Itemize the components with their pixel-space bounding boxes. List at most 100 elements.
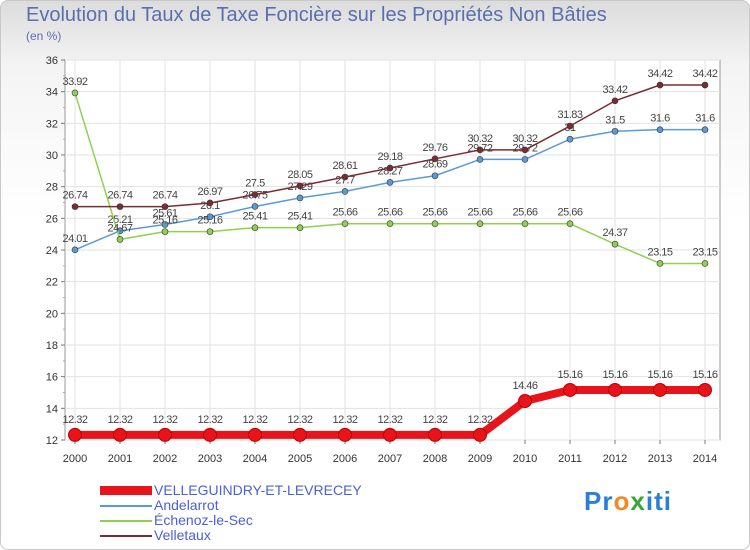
data-label: 34.42 [692,68,717,80]
data-label: 23.15 [647,246,672,258]
data-point [296,224,304,231]
chart-title: Evolution du Taux de Taxe Foncière sur l… [26,4,607,26]
data-label: 14.46 [512,380,537,392]
data-label: 29.76 [422,142,447,154]
y-tick-label: 36 [46,55,58,67]
data-point [251,224,259,231]
data-label: 25.66 [467,207,492,219]
logo-letter: o [613,486,631,516]
data-label: 31.5 [605,114,625,126]
data-point [248,427,262,442]
data-label: 12.32 [197,414,222,426]
y-tick-label: 14 [46,403,58,415]
data-point [431,220,439,228]
x-tick-label: 2005 [288,453,312,465]
x-tick-label: 2010 [513,453,537,465]
data-label: 15.16 [557,369,582,381]
x-tick-label: 2014 [693,453,717,465]
data-point [431,155,439,163]
data-point [71,246,79,254]
data-label: 25.66 [557,207,582,219]
logo-letter: i [663,486,672,516]
x-tick-label: 2002 [153,453,177,465]
data-label: 12.32 [62,414,87,426]
data-point [71,89,79,97]
data-point [518,394,532,409]
data-label: 12.32 [467,414,492,426]
y-tick-label: 30 [46,150,58,162]
data-point [161,228,169,235]
legend-swatch [100,520,152,522]
data-label: 12.32 [152,414,177,426]
data-point [611,127,619,135]
data-label: 25.66 [422,207,447,219]
y-tick-label: 16 [46,372,58,384]
y-tick-label: 20 [46,308,58,320]
data-label: 28.61 [332,160,357,172]
x-tick-label: 2001 [108,453,132,465]
y-tick-label: 24 [46,245,58,257]
x-tick-label: 2000 [63,453,87,465]
data-point [206,228,214,235]
logo-letter: t [654,486,664,516]
data-point [521,220,529,228]
data-point [113,427,127,442]
data-point [656,260,664,267]
logo-letter: x [630,486,646,516]
data-point [338,427,352,442]
data-label: 12.32 [107,414,132,426]
data-point [206,199,214,207]
data-point [203,427,217,442]
y-unit-label: (en %) [26,29,62,43]
data-label: 25.16 [152,215,177,227]
data-label: 12.32 [242,414,267,426]
data-label: 30.32 [467,133,492,145]
x-tick-label: 2008 [423,453,447,465]
legend-label: Andelarrot [154,497,219,513]
data-point [206,213,214,221]
legend-swatch [100,505,152,507]
data-label: 25.21 [107,214,132,226]
data-label: 15.16 [647,369,672,381]
data-label: 25.66 [332,207,357,219]
data-point [476,156,484,163]
data-label: 28.27 [377,165,402,177]
data-point [566,122,574,130]
data-point [161,221,169,228]
y-tick-label: 28 [46,182,58,194]
data-label: 25.16 [197,215,222,227]
data-label: 15.16 [692,369,717,381]
data-label: 27.5 [245,178,265,190]
proxiti-logo: Proxiti [584,486,672,517]
x-tick-label: 2009 [468,453,492,465]
data-point [698,382,712,397]
data-label: 26.74 [152,190,177,202]
data-point [158,427,172,442]
y-tick-label: 22 [46,277,58,289]
data-label: 24.01 [62,233,87,245]
legend-label: VELLEGUINDRY-ET-LEVRECEY [154,482,362,498]
data-point [656,126,664,133]
data-label: 33.92 [62,76,87,88]
data-label: 12.32 [287,414,312,426]
data-label: 33.42 [602,84,627,96]
data-point [428,427,442,442]
x-tick-label: 2012 [603,453,627,465]
x-tick-label: 2007 [378,453,402,465]
data-point [476,146,484,154]
y-tick-label: 12 [46,435,58,447]
data-label: 12.32 [422,414,447,426]
data-label: 29.18 [377,151,402,163]
data-label: 24.37 [602,227,627,239]
data-point [116,236,124,243]
data-point [563,382,577,397]
data-label: 15.16 [602,369,627,381]
data-point [161,203,169,210]
x-tick-label: 2004 [243,453,267,465]
data-point [608,382,622,397]
data-label: 26.74 [62,190,87,202]
data-point [296,194,304,202]
data-point [386,164,394,172]
data-label: 24.67 [107,222,132,234]
legend-label: Velletaux [154,527,211,543]
